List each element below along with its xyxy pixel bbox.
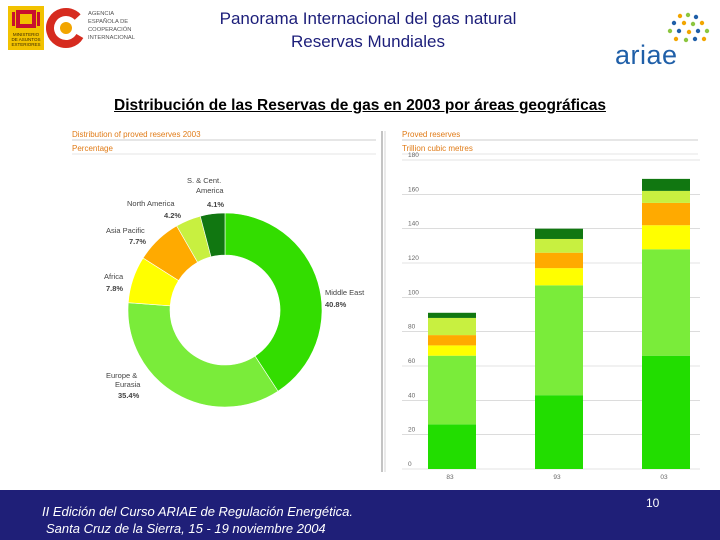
- spain-coat-of-arms-icon: MINISTERIO DE ASUNTOS EXTERIORES: [8, 6, 44, 50]
- donut-slice-europe-eurasia: [127, 302, 279, 408]
- value-sc-america: 4.1%: [207, 200, 224, 209]
- bar-title: Proved reserves: [402, 130, 460, 139]
- bar-segment-93-europe-eurasia: [535, 395, 583, 469]
- donut-subtitle: Percentage: [72, 144, 113, 153]
- ministry-text: EXTERIORES: [11, 42, 40, 47]
- bar-segment-93-africa: [535, 268, 583, 286]
- y-tick-label: 0: [408, 461, 412, 468]
- aecid-text: AGENCIA: [88, 11, 114, 17]
- ministry-text: MINISTERIO: [13, 32, 40, 37]
- ministry-text: DE ASUNTOS: [12, 37, 41, 42]
- bar-segment-03-europe-eurasia: [642, 355, 690, 469]
- aecid-text: ESPAÑOLA DE: [88, 18, 128, 25]
- footer-bar: II Edición del Curso ARIAE de Regulación…: [0, 490, 720, 540]
- ariae-logo-text: ariae: [615, 40, 678, 70]
- bar-chart: 0 20 40 60 80 100 120 140 160 180 83 93 03: [402, 152, 700, 481]
- bar-segment-03-middle-east: [642, 249, 690, 356]
- chart-image: Distribution of proved reserves 2003 Per…: [68, 127, 702, 485]
- donut-slice-s-cent-america: [199, 212, 226, 258]
- aecid-logo: AGENCIA ESPAÑOLA DE COOPERACIÓN INTERNAC…: [46, 8, 136, 48]
- bar-segment-93-north-america: [535, 238, 583, 253]
- page-title: Panorama Internacional del gas natural: [219, 9, 517, 28]
- y-tick-label: 160: [408, 186, 419, 193]
- donut-chart: [127, 212, 323, 408]
- x-tick-label: 83: [446, 474, 454, 481]
- label-middle-east: Middle East: [325, 288, 365, 297]
- chart-heading: Distribución de las Reservas de gas en 2…: [114, 97, 606, 114]
- footer-location-date: Santa Cruz de la Sierra, 15 - 19 noviemb…: [46, 521, 326, 536]
- value-north-america: 4.2%: [164, 211, 181, 220]
- label-europe-eurasia: Europe &: [106, 371, 137, 380]
- y-tick-label: 20: [408, 427, 416, 434]
- x-tick-label: 03: [660, 474, 668, 481]
- bar-segment-83-asia-pacific: [428, 335, 476, 346]
- label-sc-america-2: America: [196, 186, 224, 195]
- y-tick-label: 180: [408, 152, 419, 159]
- bar-segment-93-middle-east: [535, 285, 583, 396]
- label-asia-pacific: Asia Pacific: [106, 226, 145, 235]
- bar-segment-83-s-cent-america: [428, 312, 476, 318]
- label-europe-eurasia-2: Eurasia: [115, 380, 141, 389]
- donut-title: Distribution of proved reserves 2003: [72, 130, 201, 139]
- label-sc-america: S. & Cent.: [187, 176, 221, 185]
- y-tick-label: 140: [408, 221, 419, 228]
- bar-segment-03-s-cent-america: [642, 178, 690, 191]
- ariae-dots-icon: [667, 12, 710, 43]
- bar-segment-93-asia-pacific: [535, 252, 583, 269]
- value-europe-eurasia: 35.4%: [118, 391, 140, 400]
- bar-segment-03-north-america: [642, 190, 690, 203]
- label-africa: Africa: [104, 272, 124, 281]
- bar-segment-83-europe-eurasia: [428, 424, 476, 469]
- aecid-text: INTERNACIONAL: [88, 35, 136, 41]
- bar-segment-83-middle-east: [428, 355, 476, 425]
- donut-slice-middle-east: [224, 212, 323, 392]
- bar-segment-83-north-america: [428, 317, 476, 336]
- value-asia-pacific: 7.7%: [129, 237, 146, 246]
- aecid-c-icon: [46, 8, 86, 48]
- page-title-line2: Reservas Mundiales: [290, 32, 445, 51]
- label-north-america: North America: [127, 199, 175, 208]
- bar-segment-93-s-cent-america: [535, 228, 583, 239]
- y-tick-label: 60: [408, 358, 416, 365]
- value-middle-east: 40.8%: [325, 300, 347, 309]
- value-africa: 7.8%: [106, 284, 123, 293]
- x-tick-label: 93: [553, 474, 561, 481]
- y-tick-label: 40: [408, 392, 416, 399]
- bar-segment-03-asia-pacific: [642, 202, 690, 226]
- y-tick-label: 100: [408, 289, 419, 296]
- y-tick-label: 120: [408, 255, 419, 262]
- bar-ylabel: Trillion cubic metres: [402, 144, 473, 153]
- aecid-text: COOPERACIÓN: [88, 26, 131, 33]
- bar-segment-83-africa: [428, 345, 476, 356]
- bar-segment-03-africa: [642, 225, 690, 250]
- footer-course-name: II Edición del Curso ARIAE de Regulación…: [42, 504, 353, 519]
- page-number: 10: [646, 496, 660, 510]
- chart-svg: Distribution of proved reserves 2003 Per…: [72, 130, 700, 481]
- y-tick-label: 80: [408, 324, 416, 331]
